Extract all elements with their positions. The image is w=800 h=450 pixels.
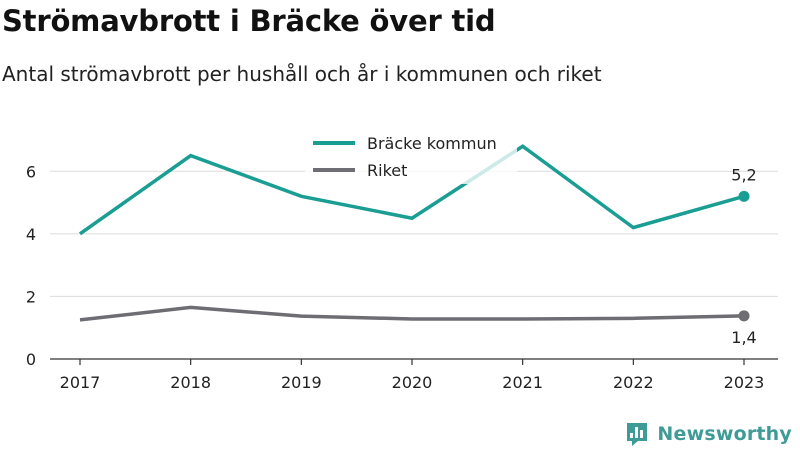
brand-logo: Newsworthy <box>625 420 792 448</box>
y-tick-label: 0 <box>26 350 36 369</box>
x-tick-label: 2018 <box>170 373 211 392</box>
y-tick-label: 6 <box>26 162 36 181</box>
grid-lines <box>50 170 778 365</box>
x-tick-label: 2020 <box>392 373 433 392</box>
legend-label: Bräcke kommun <box>367 134 497 153</box>
series-line-riket <box>79 305 745 322</box>
end-point-riket <box>738 310 750 322</box>
brand-name: Newsworthy <box>657 423 792 445</box>
x-tick-label: 2017 <box>60 373 101 392</box>
y-tick-label: 4 <box>26 225 36 244</box>
newsworthy-logo-icon <box>627 423 648 446</box>
legend: Bräcke kommun Riket <box>305 128 517 184</box>
x-tick-label: 2021 <box>502 373 543 392</box>
line-chart: Bräcke kommun Riket 0 2 4 6 2017 2018 2019 2020 2… <box>25 128 778 392</box>
x-tick-label: 2023 <box>724 373 765 392</box>
labels: 0 2 4 6 2017 2018 2019 2020 2021 2022 2023 5,2 1,4 <box>26 162 765 392</box>
y-tick-label: 2 <box>26 287 36 306</box>
data-label-kommun: 5,2 <box>731 165 756 184</box>
series-lines <box>78 144 750 322</box>
chart-subtitle: Antal strömavbrott per hushåll och år i … <box>2 62 602 86</box>
chart-title: Strömavbrott i Bräcke över tid <box>2 4 496 38</box>
x-tick-label: 2022 <box>613 373 654 392</box>
legend-background <box>305 128 517 184</box>
end-point-kommun <box>738 190 750 202</box>
data-label-riket: 1,4 <box>731 328 756 347</box>
x-tick-label: 2019 <box>281 373 322 392</box>
series-line-kommun <box>78 144 745 236</box>
legend-label: Riket <box>367 161 407 180</box>
